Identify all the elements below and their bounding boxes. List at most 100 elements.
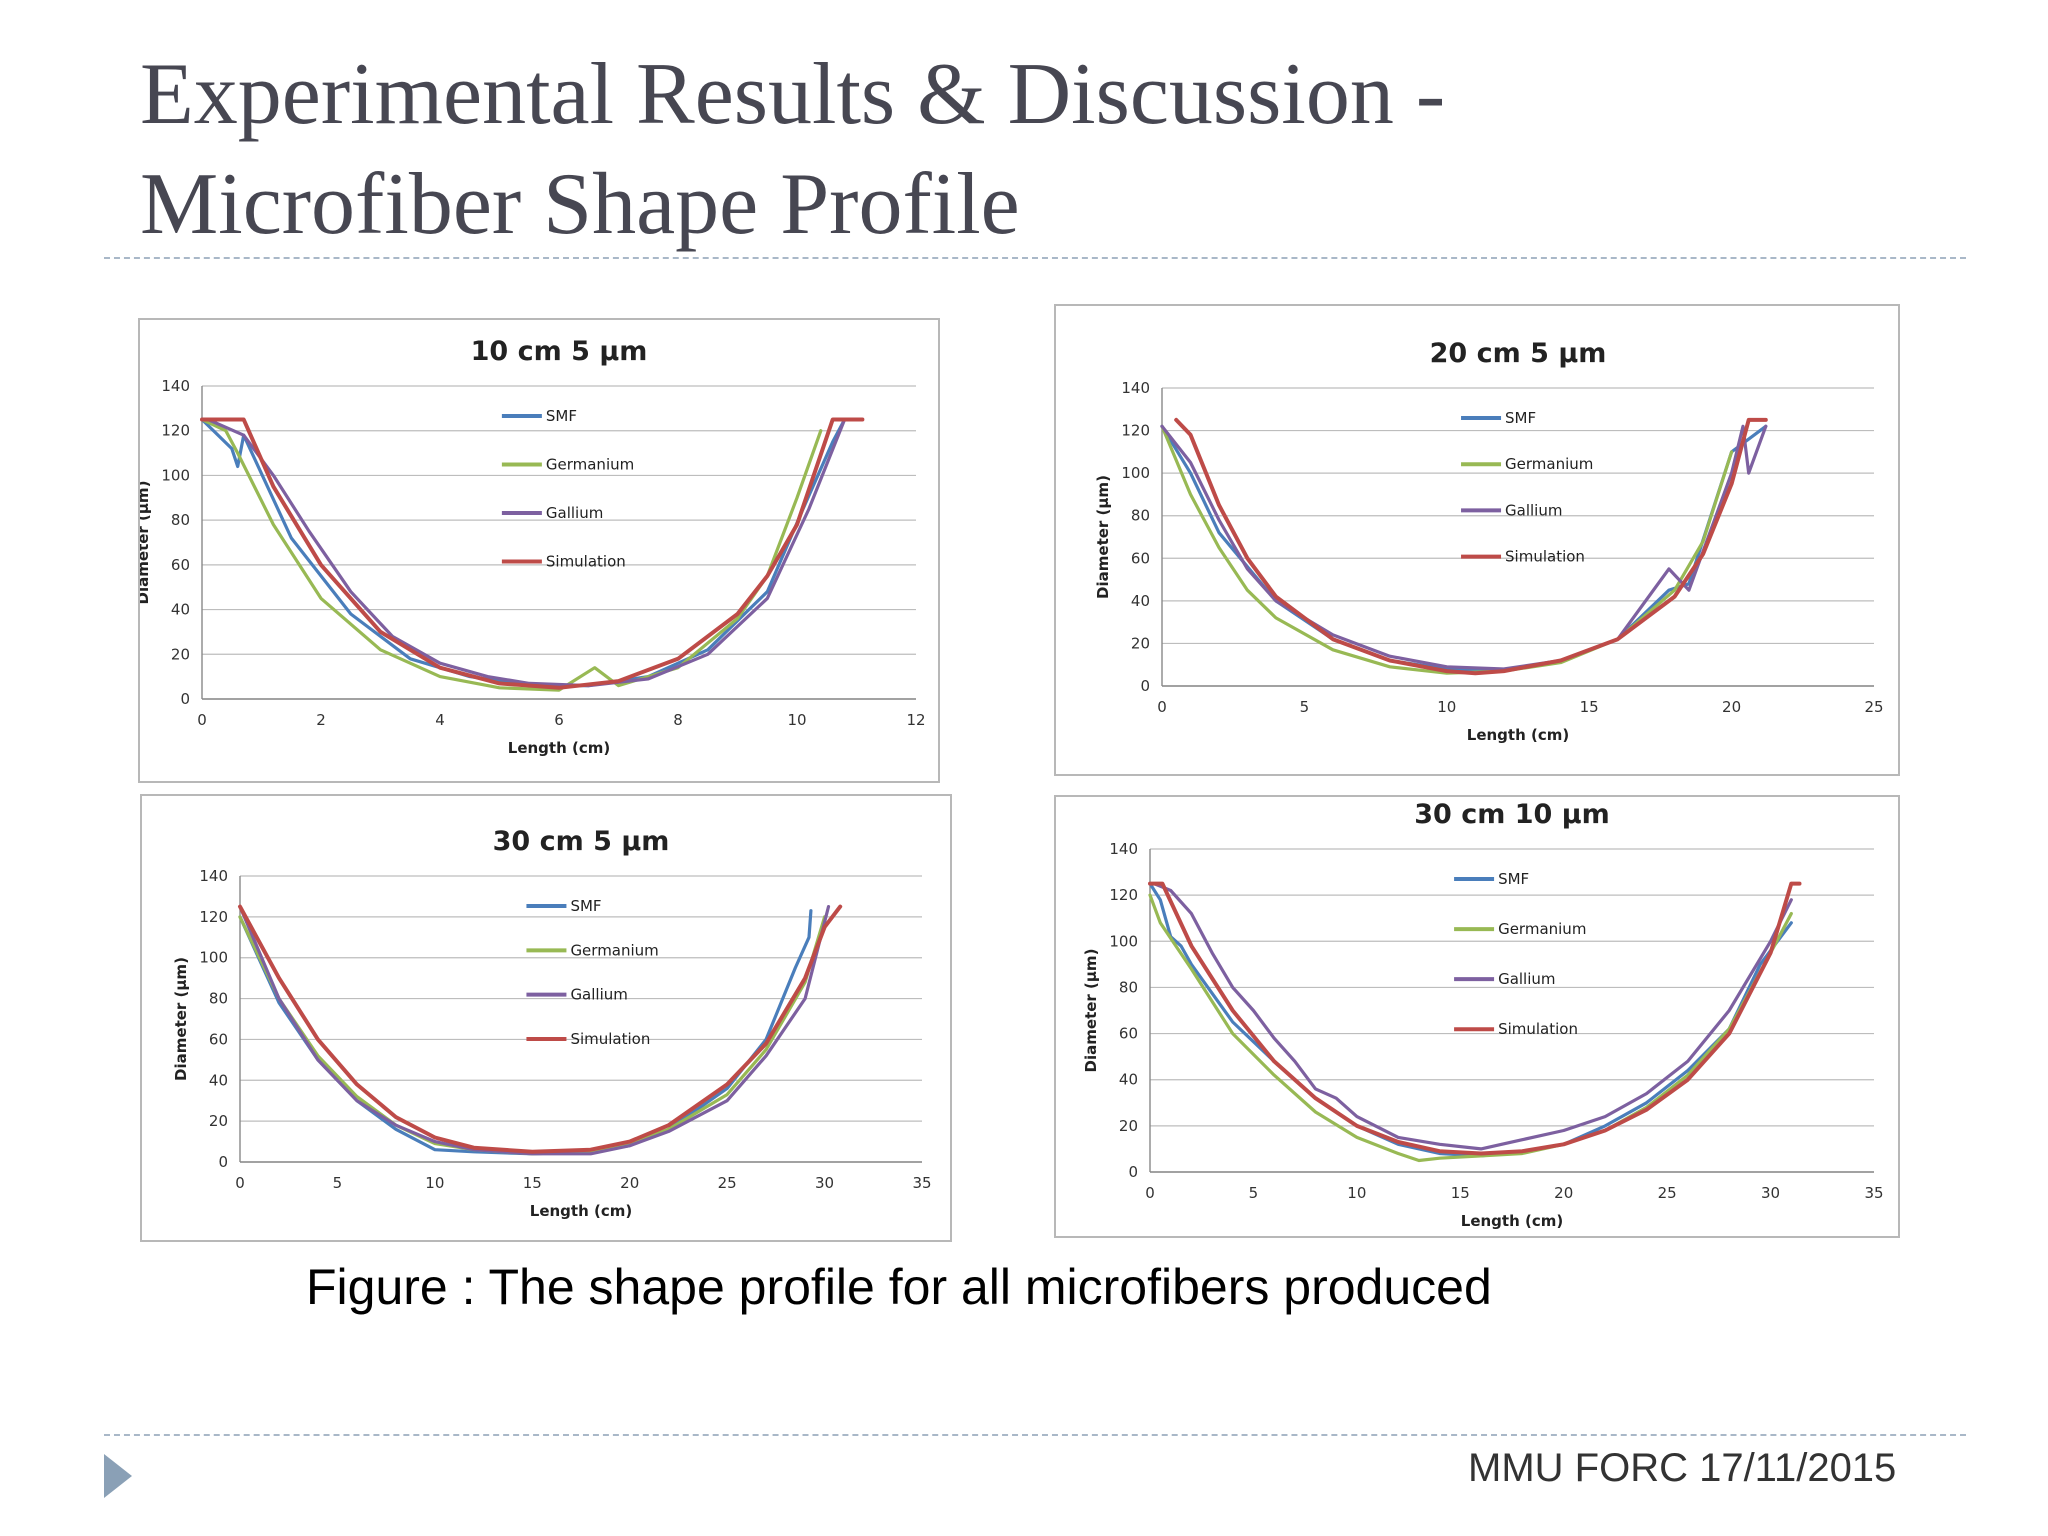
y-tick-label: 60 <box>1119 1025 1138 1043</box>
legend-label: Simulation <box>570 1030 650 1048</box>
series-line-simulation <box>1148 881 1802 1156</box>
y-tick-label: 140 <box>1121 379 1150 397</box>
x-tick-label: 5 <box>333 1174 343 1192</box>
chart-30cm-10um: 30 cm 10 µm 0 20 40 60 80 100 120 140 0 5 10 15 20 25 3… <box>1054 795 1900 1238</box>
y-tick-label: 140 <box>161 377 190 395</box>
y-tick-label: 60 <box>1131 549 1150 567</box>
x-tick-label: 6 <box>554 711 564 729</box>
y-tick-label: 40 <box>171 601 190 619</box>
x-tick-label: 35 <box>912 1174 931 1192</box>
y-tick-label: 100 <box>199 949 228 967</box>
x-tick-label: 20 <box>1722 698 1741 716</box>
x-tick-label: 2 <box>316 711 326 729</box>
y-tick-label: 0 <box>1140 677 1150 695</box>
legend-label: Simulation <box>1498 1020 1578 1038</box>
series-line-gallium <box>1160 424 1768 671</box>
y-axis-label: Diameter (µm) <box>1094 475 1112 599</box>
x-tick-label: 5 <box>1300 698 1310 716</box>
x-tick-label: 5 <box>1249 1184 1259 1202</box>
y-tick-label: 60 <box>171 556 190 574</box>
x-tick-label: 30 <box>815 1174 834 1192</box>
y-tick-label: 0 <box>180 690 190 708</box>
series-line-gallium <box>1152 881 1793 1151</box>
y-tick-label: 0 <box>1128 1163 1138 1181</box>
legend-label: SMF <box>546 407 577 425</box>
x-tick-label: 4 <box>435 711 445 729</box>
slide-title: Experimental Results & Discussion - Micr… <box>140 40 1940 260</box>
chart-20cm-5um: 20 cm 5 µm 0 20 40 60 80 100 120 140 0 5 10 15 20 25 Le… <box>1054 304 1900 776</box>
figure-caption: Figure : The shape profile for all micro… <box>306 1259 1492 1315</box>
play-arrow-icon <box>104 1454 132 1498</box>
chart-30cm-5um: 30 cm 5 µm 0 20 40 60 80 100 120 140 0 5 10 15 20 25 30… <box>140 794 952 1242</box>
y-tick-label: 140 <box>1109 840 1138 858</box>
y-tick-label: 0 <box>218 1153 228 1171</box>
x-tick-label: 35 <box>1864 1184 1883 1202</box>
y-tick-label: 60 <box>209 1030 228 1048</box>
x-tick-label: 20 <box>1554 1184 1573 1202</box>
series-line-smf <box>238 909 813 1156</box>
y-tick-label: 40 <box>1119 1071 1138 1089</box>
y-tick-label: 100 <box>161 466 190 484</box>
x-tick-label: 25 <box>1864 698 1883 716</box>
y-tick-label: 120 <box>1121 422 1150 440</box>
top-divider <box>104 257 1966 259</box>
x-tick-label: 12 <box>906 711 925 729</box>
x-tick-label: 15 <box>523 1174 542 1192</box>
y-axis-label: Diameter (µm) <box>172 957 190 1081</box>
legend-label: Gallium <box>570 986 627 1004</box>
y-tick-label: 40 <box>1131 592 1150 610</box>
x-tick-label: 25 <box>718 1174 737 1192</box>
y-tick-label: 80 <box>171 511 190 529</box>
x-axis-label: Length (cm) <box>508 739 610 757</box>
y-tick-label: 20 <box>209 1112 228 1130</box>
x-tick-label: 15 <box>1580 698 1599 716</box>
y-tick-label: 140 <box>199 867 228 885</box>
y-tick-label: 80 <box>1119 978 1138 996</box>
y-tick-label: 80 <box>209 990 228 1008</box>
x-axis-label: Length (cm) <box>1467 726 1569 744</box>
chart-10cm-5um: 10 cm 5 µm 0 20 40 60 80 100 120 140 0 2 4 6 8 10 12 Len… <box>138 318 940 783</box>
x-tick-label: 20 <box>620 1174 639 1192</box>
slide-title-line1: Experimental Results & Discussion - <box>140 46 1446 143</box>
y-tick-label: 20 <box>1119 1117 1138 1135</box>
footer-text: MMU FORC 17/11/2015 <box>1468 1446 1897 1490</box>
series-line-simulation <box>1174 417 1768 676</box>
legend-label: Simulation <box>546 553 626 571</box>
chart-title: 10 cm 5 µm <box>471 336 648 367</box>
series-line-gallium <box>238 904 831 1156</box>
legend-label: Gallium <box>1505 501 1562 519</box>
x-tick-label: 0 <box>1157 698 1167 716</box>
series-line-smf <box>200 417 847 688</box>
y-tick-label: 80 <box>1131 507 1150 525</box>
legend-label: Germanium <box>1505 455 1593 473</box>
y-tick-label: 120 <box>199 908 228 926</box>
y-tick-label: 20 <box>1131 634 1150 652</box>
x-axis-label: Length (cm) <box>1461 1212 1563 1230</box>
x-tick-label: 15 <box>1451 1184 1470 1202</box>
x-axis-label: Length (cm) <box>530 1202 632 1220</box>
x-tick-label: 8 <box>673 711 683 729</box>
series-line-smf <box>1148 881 1793 1158</box>
x-tick-label: 0 <box>1145 1184 1155 1202</box>
y-tick-label: 120 <box>1109 886 1138 904</box>
slide-title-line2: Microfiber Shape Profile <box>140 156 1020 253</box>
chart-title: 30 cm 10 µm <box>1414 799 1610 830</box>
bottom-divider <box>104 1434 1966 1436</box>
series-line-germanium <box>1160 424 1734 675</box>
x-tick-label: 10 <box>787 711 806 729</box>
legend-label: SMF <box>1505 409 1536 427</box>
legend-label: SMF <box>1498 870 1529 888</box>
y-axis-label: Diameter (µm) <box>140 481 152 605</box>
series-line-gallium <box>206 417 847 688</box>
y-tick-label: 100 <box>1109 932 1138 950</box>
legend-label: Germanium <box>1498 920 1586 938</box>
legend-label: Germanium <box>546 456 634 474</box>
y-tick-label: 40 <box>209 1071 228 1089</box>
legend-label: Simulation <box>1505 548 1585 566</box>
series-line-germanium <box>1148 893 1793 1163</box>
x-tick-label: 0 <box>235 1174 245 1192</box>
series-line-germanium <box>238 915 827 1156</box>
y-axis-label: Diameter (µm) <box>1082 949 1100 1073</box>
y-tick-label: 20 <box>171 645 190 663</box>
series-line-simulation <box>238 904 843 1154</box>
